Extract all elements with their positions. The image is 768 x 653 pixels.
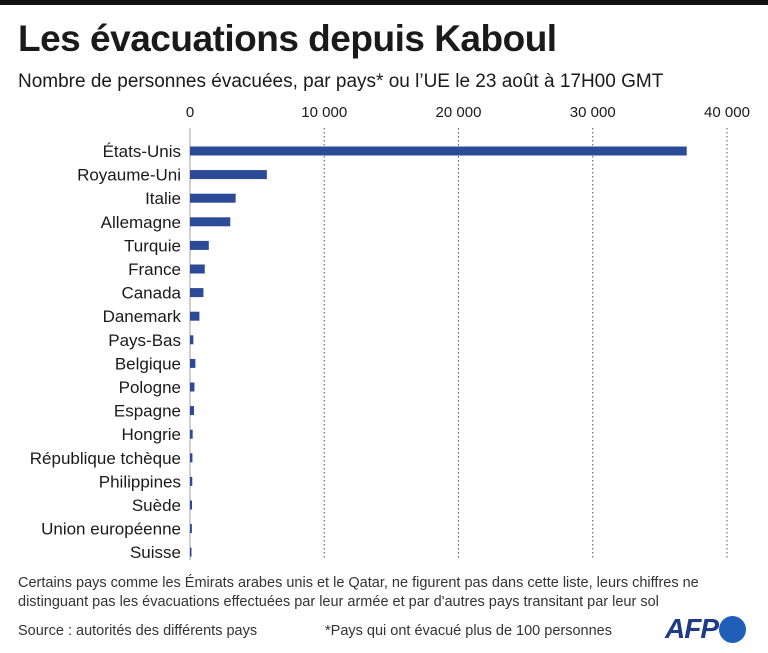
category-label: Belgique <box>115 354 181 373</box>
category-label: Royaume-Uni <box>77 166 181 185</box>
bar <box>190 382 195 392</box>
bar <box>190 476 193 486</box>
category-label: Suisse <box>130 543 181 562</box>
bar <box>190 217 231 227</box>
category-label: Suède <box>132 496 181 515</box>
chart-subtitle: Nombre de personnes évacuées, par pays* … <box>18 71 664 92</box>
bar <box>190 193 236 203</box>
category-label: Union européenne <box>41 520 181 539</box>
category-label: Pologne <box>119 378 181 397</box>
category-label: Allemagne <box>101 213 181 232</box>
bar <box>190 335 194 345</box>
afp-logo-dot-icon <box>719 615 746 643</box>
footnote: Certains pays comme les Émirats arabes u… <box>18 575 699 610</box>
bar <box>190 311 200 321</box>
category-label: Canada <box>121 284 181 303</box>
x-tick-label: 30 000 <box>570 104 616 121</box>
category-label: Danemark <box>103 307 182 326</box>
bar-chart: 0 10 000 20 000 30 000 40 000 États-Unis Royau… <box>30 104 750 562</box>
category-label: Hongrie <box>121 425 181 444</box>
chart-title: Les évacuations depuis Kaboul <box>18 18 557 59</box>
bar <box>190 453 193 463</box>
bar <box>190 288 204 298</box>
source-text: Source : autorités des différents pays <box>18 623 258 639</box>
afp-logo-text: AFP <box>665 613 719 644</box>
asterisk-note: *Pays qui ont évacué plus de 100 personn… <box>325 623 612 639</box>
x-tick-label: 0 <box>186 104 194 121</box>
category-label: Italie <box>145 189 181 208</box>
top-rule <box>0 0 768 5</box>
x-tick-label: 40 000 <box>704 104 750 121</box>
category-label: États-Unis <box>103 142 181 161</box>
bar <box>190 358 196 368</box>
bar <box>190 429 193 439</box>
bar <box>190 146 687 156</box>
bar <box>190 524 192 534</box>
afp-logo: AFP <box>665 613 746 645</box>
bar <box>190 500 193 510</box>
bar <box>190 240 209 250</box>
x-tick-label: 20 000 <box>436 104 482 121</box>
category-label: Pays-Bas <box>108 331 181 350</box>
category-label: République tchèque <box>30 449 181 468</box>
category-label: Espagne <box>114 402 181 421</box>
bar <box>190 264 205 274</box>
category-label: Turquie <box>124 236 181 255</box>
bar <box>190 170 267 180</box>
bar <box>190 406 195 416</box>
category-label: France <box>128 260 181 279</box>
x-tick-label: 10 000 <box>301 104 347 121</box>
bar <box>190 547 192 557</box>
category-label: Philippines <box>99 472 181 491</box>
